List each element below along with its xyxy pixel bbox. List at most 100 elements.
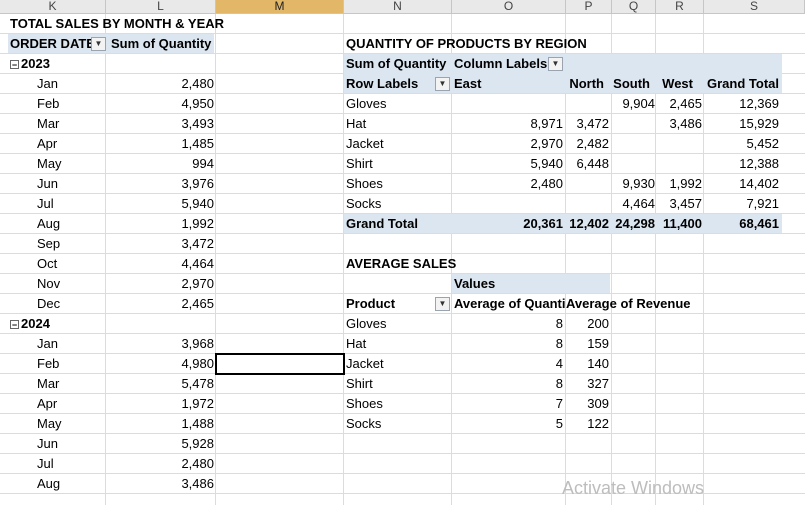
month-quantity: 3,486	[181, 476, 214, 491]
region-product-label: Jacket	[346, 136, 384, 151]
region-west-value: 3,457	[669, 196, 702, 211]
month-quantity: 3,976	[181, 176, 214, 191]
region-product-label: Shoes	[346, 176, 383, 191]
region-east-value: 5,940	[530, 156, 563, 171]
month-label: Nov	[37, 276, 61, 291]
month-quantity: 4,980	[181, 356, 214, 371]
avg-quantity-value: 7	[555, 396, 563, 411]
month-label: Aug	[37, 216, 61, 231]
column-labels-filter-dropdown[interactable]: ▼	[548, 57, 563, 71]
region-product-label: Gloves	[346, 96, 387, 111]
month-label: Feb	[37, 356, 60, 371]
region-west-value: 2,465	[669, 96, 702, 111]
header-east: East	[454, 76, 482, 91]
region-north-value: 2,482	[576, 136, 609, 151]
month-label: Feb	[37, 96, 60, 111]
month-quantity: 4,950	[181, 96, 214, 111]
avg-product-label: Shoes	[346, 396, 383, 411]
region-total-value: 15,929	[739, 116, 779, 131]
header-south: South	[613, 76, 650, 91]
grand-total-label: Grand Total	[346, 216, 418, 231]
avg-quantity-value: 5	[555, 416, 563, 431]
region-total-value: 7,921	[746, 196, 779, 211]
month-quantity: 5,478	[181, 376, 214, 391]
month-quantity: 5,928	[181, 436, 214, 451]
region-east-value	[452, 194, 563, 214]
monthly-title: TOTAL SALES BY MONTH & YEAR	[10, 16, 225, 31]
grand-total-west: 11,400	[662, 216, 702, 231]
region-east-value	[452, 94, 563, 114]
month-label: Jun	[37, 176, 58, 191]
order-date-header: ORDER DATE	[10, 36, 95, 51]
region-north-value: 3,472	[576, 116, 609, 131]
month-label: Jan	[37, 76, 58, 91]
region-east-value: 2,480	[530, 176, 563, 191]
month-quantity: 1,488	[181, 416, 214, 431]
region-north-value: 6,448	[576, 156, 609, 171]
avg-product-label: Hat	[346, 336, 367, 351]
column-header-n[interactable]: N	[344, 0, 452, 14]
region-total-value: 12,388	[739, 156, 779, 171]
avg-quantity-value: 4	[555, 356, 563, 371]
average-title: AVERAGE SALES	[346, 256, 457, 271]
column-header-o[interactable]: O	[452, 0, 566, 14]
avg-revenue-value: 200	[587, 316, 609, 331]
column-header-k[interactable]: K	[0, 0, 106, 14]
avg-quantity-value: 8	[555, 316, 563, 331]
spreadsheet-grid[interactable]: TOTAL SALES BY MONTH & YEAR ORDER DATE ▼…	[0, 14, 805, 505]
header-grand-total: Grand Total	[707, 76, 779, 91]
header-north: North	[569, 76, 604, 91]
avg-product-label: Socks	[346, 416, 382, 431]
region-total-value: 5,452	[746, 136, 779, 151]
region-south-value	[612, 154, 655, 174]
month-quantity: 3,493	[181, 116, 214, 131]
month-quantity: 994	[192, 156, 214, 171]
month-label: Oct	[37, 256, 58, 271]
collapse-2023-icon[interactable]: −	[10, 60, 19, 71]
region-west-value	[656, 134, 702, 154]
region-north-value	[566, 94, 609, 114]
avg-product-label: Shirt	[346, 376, 373, 391]
region-west-value: 1,992	[669, 176, 702, 191]
column-header-s[interactable]: S	[704, 0, 805, 14]
year-2023-row[interactable]: −2023	[10, 56, 50, 71]
collapse-2024-icon[interactable]: −	[10, 320, 19, 331]
avg-quantity-value: 8	[555, 336, 563, 351]
region-total-value: 12,369	[739, 96, 779, 111]
month-label: Jun	[37, 436, 58, 451]
region-title: QUANTITY OF PRODUCTS BY REGION	[346, 36, 587, 51]
avg-revenue-value: 309	[587, 396, 609, 411]
region-product-label: Shirt	[346, 156, 373, 171]
avg-quantity-value: 8	[555, 376, 563, 391]
avg-revenue-value: 122	[587, 416, 609, 431]
month-quantity: 2,970	[181, 276, 214, 291]
row-labels-filter-dropdown[interactable]: ▼	[435, 77, 450, 91]
header-west: West	[662, 76, 693, 91]
product-filter-dropdown[interactable]: ▼	[435, 297, 450, 311]
region-product-label: Socks	[346, 196, 382, 211]
region-sum-label: Sum of Quantity	[346, 56, 447, 71]
region-east-value: 8,971	[530, 116, 563, 131]
region-north-value	[566, 194, 609, 214]
month-quantity: 2,465	[181, 296, 214, 311]
column-header-p[interactable]: P	[566, 0, 612, 14]
column-header-m[interactable]: M	[216, 0, 344, 14]
column-header-l[interactable]: L	[106, 0, 216, 14]
order-date-filter-dropdown[interactable]: ▼	[91, 37, 106, 51]
month-quantity: 3,472	[181, 236, 214, 251]
month-label: Apr	[37, 136, 58, 151]
avg-product-label: Jacket	[346, 356, 384, 371]
month-label: Jan	[37, 336, 58, 351]
month-label: Apr	[37, 396, 58, 411]
column-header-r[interactable]: R	[656, 0, 704, 14]
row-labels-header: Row Labels	[346, 76, 419, 91]
column-header-q[interactable]: Q	[612, 0, 656, 14]
month-quantity: 3,968	[181, 336, 214, 351]
sum-quantity-header: Sum of Quantity	[111, 36, 212, 51]
year-2024-row[interactable]: −2024	[10, 316, 50, 331]
region-south-value	[612, 114, 655, 134]
month-label: Mar	[37, 116, 60, 131]
month-label: Sep	[37, 236, 61, 251]
selected-cell[interactable]	[215, 353, 345, 375]
month-label: May	[37, 156, 62, 171]
